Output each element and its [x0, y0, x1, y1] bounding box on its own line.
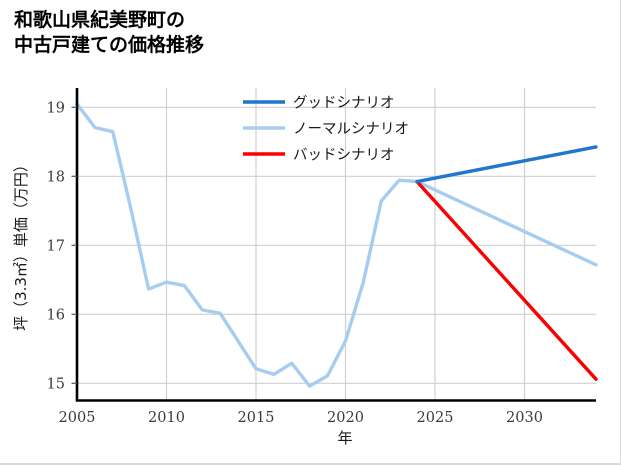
ytick-label-18: 18	[47, 170, 65, 186]
xtick-label-2025: 2025	[417, 410, 454, 426]
legend-label-normal-scenario: ノーマルシナリオ	[293, 122, 409, 138]
series-line-bad-scenario	[415, 179, 598, 381]
plot-area-background	[77, 88, 596, 400]
legend-label-bad-scenario: バッドシナリオ	[293, 148, 395, 164]
y-axis-ticks	[71, 106, 77, 384]
legend-label-good-scenario: グッドシナリオ	[293, 95, 395, 112]
xtick-label-2010: 2010	[148, 410, 185, 426]
xtick-label-2015: 2015	[238, 410, 275, 426]
horizontal-gridlines	[77, 106, 596, 384]
y-axis-title: 坪（3.3㎡）単価（万円）	[12, 157, 30, 331]
series-line-normal-scenario	[75, 102, 598, 388]
chart-title-line-1: 和歌山県紀美野町の	[14, 9, 186, 31]
ytick-label-17: 17	[47, 239, 65, 255]
x-axis-title: 年	[337, 429, 352, 447]
ytick-label-16: 16	[47, 308, 65, 324]
ytick-label-15: 15	[47, 377, 65, 393]
xtick-label-2005: 2005	[59, 410, 96, 426]
chart-title: 和歌山県紀美野町の 中古戸建ての価格推移	[14, 8, 204, 58]
xtick-label-2030: 2030	[506, 410, 543, 426]
chart-title-line-2: 中古戸建ての価格推移	[14, 34, 205, 57]
ytick-label-19: 19	[47, 101, 65, 117]
xtick-label-2020: 2020	[327, 410, 364, 426]
chart-legend: グッドシナリオ ノーマルシナリオ バッドシナリオ	[243, 95, 409, 164]
series-line-good-scenario	[415, 145, 598, 184]
